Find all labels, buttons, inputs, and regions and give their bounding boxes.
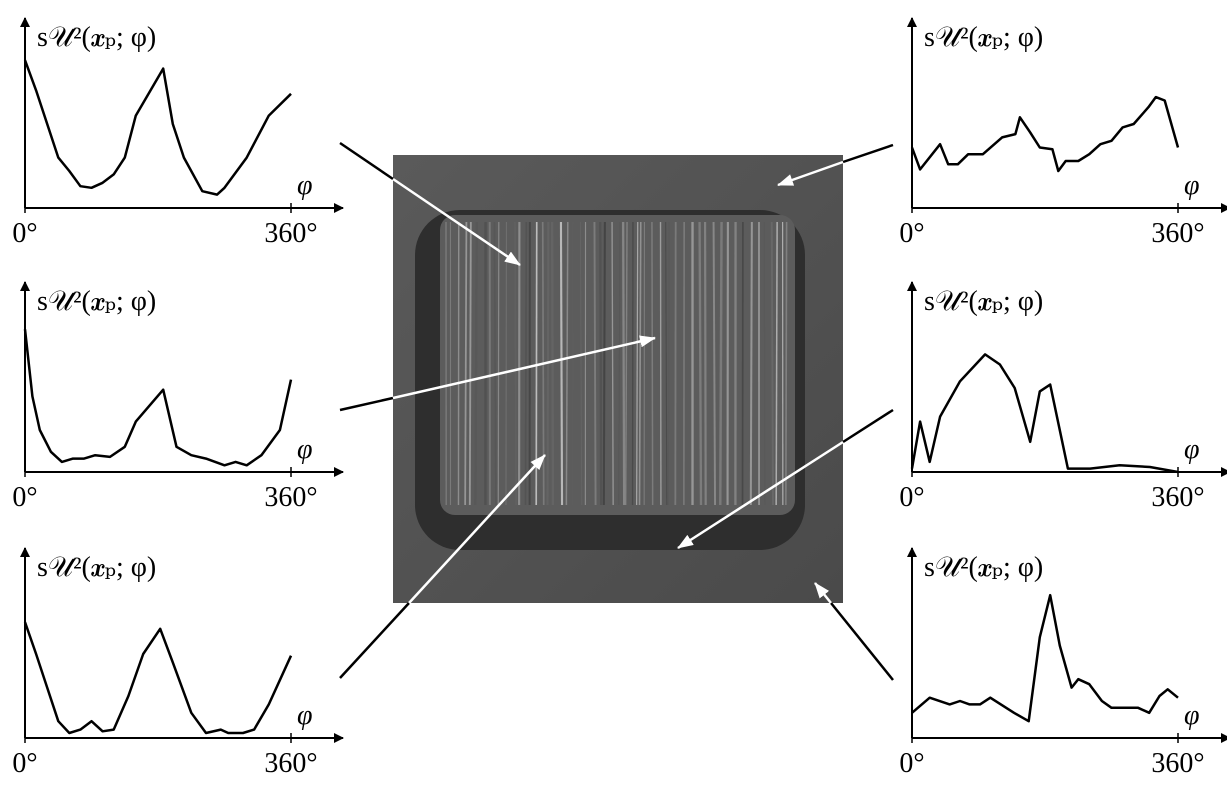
x-tick-label: 360°	[264, 748, 317, 779]
x-tick-label: 360°	[1151, 482, 1204, 513]
data-line	[912, 595, 1178, 721]
x-axis-label: φ	[1184, 170, 1200, 201]
x-axis-label: φ	[297, 170, 313, 201]
plot: s𝒰²(𝒙ₚ; φ) φ 0° 360°	[12, 18, 343, 249]
surface-stripe	[525, 222, 526, 505]
x-tick-label: 0°	[12, 748, 37, 779]
x-axis-label: φ	[1184, 434, 1200, 465]
pointer-line	[831, 603, 893, 680]
micrograph	[393, 155, 843, 603]
data-line	[912, 97, 1178, 171]
pointer-line	[340, 603, 409, 678]
x-tick-label: 0°	[899, 482, 924, 513]
x-tick-label: 0°	[12, 218, 37, 249]
x-axis-label: φ	[1184, 700, 1200, 731]
plot: s𝒰²(𝒙ₚ; φ) φ 0° 360°	[12, 548, 343, 779]
surface-stripe	[600, 222, 601, 505]
x-tick-label: 0°	[12, 482, 37, 513]
surface-stripe	[776, 222, 777, 505]
surface-stripe	[561, 222, 562, 505]
x-axis-label: φ	[297, 434, 313, 465]
x-tick-label: 0°	[899, 218, 924, 249]
data-line	[25, 60, 291, 194]
surface-stripe	[604, 222, 605, 505]
surface-stripe	[475, 222, 476, 505]
surface-stripe	[786, 222, 787, 505]
y-axis-label: s𝒰²(𝒙ₚ; φ)	[924, 22, 1043, 53]
surface-stripe	[498, 222, 499, 505]
surface-stripe	[470, 222, 471, 505]
surface-stripe	[705, 222, 706, 505]
surface-stripe	[720, 222, 721, 505]
pointer-line	[340, 398, 393, 410]
surface-stripe	[700, 222, 701, 505]
pointer-line	[843, 145, 893, 162]
pointer-line	[843, 410, 893, 442]
x-tick-label: 360°	[1151, 748, 1204, 779]
plot: s𝒰²(𝒙ₚ; φ) φ 0° 360°	[899, 282, 1227, 513]
data-line	[25, 329, 291, 465]
x-tick-label: 360°	[1151, 218, 1204, 249]
data-line	[912, 354, 1178, 472]
surface-stripe	[751, 222, 752, 505]
x-axis-label: φ	[297, 700, 313, 731]
plot: s𝒰²(𝒙ₚ; φ) φ 0° 360°	[899, 548, 1227, 779]
surface-stripe	[669, 222, 670, 505]
y-axis-label: s𝒰²(𝒙ₚ; φ)	[924, 286, 1043, 317]
y-axis-label: s𝒰²(𝒙ₚ; φ)	[37, 22, 156, 53]
plot: s𝒰²(𝒙ₚ; φ) φ 0° 360°	[899, 18, 1227, 249]
y-axis-label: s𝒰²(𝒙ₚ; φ)	[37, 286, 156, 317]
surface-stripe	[623, 222, 624, 505]
x-tick-label: 360°	[264, 218, 317, 249]
figure: s𝒰²(𝒙ₚ; φ)φ0°360°s𝒰²(𝒙ₚ; φ)φ0°360°s𝒰²(𝒙ₚ…	[0, 0, 1227, 785]
pointer-line	[340, 143, 393, 179]
x-tick-label: 360°	[264, 482, 317, 513]
x-tick-label: 0°	[899, 748, 924, 779]
surface-stripe	[772, 222, 773, 505]
surface-stripe	[552, 222, 553, 505]
surface-stripe	[515, 222, 516, 505]
surface-stripe	[652, 222, 653, 505]
plot: s𝒰²(𝒙ₚ; φ) φ 0° 360°	[12, 282, 343, 513]
data-line	[25, 622, 291, 733]
surface-stripe	[594, 222, 595, 505]
y-axis-label: s𝒰²(𝒙ₚ; φ)	[924, 552, 1043, 583]
y-axis-label: s𝒰²(𝒙ₚ; φ)	[37, 552, 156, 583]
